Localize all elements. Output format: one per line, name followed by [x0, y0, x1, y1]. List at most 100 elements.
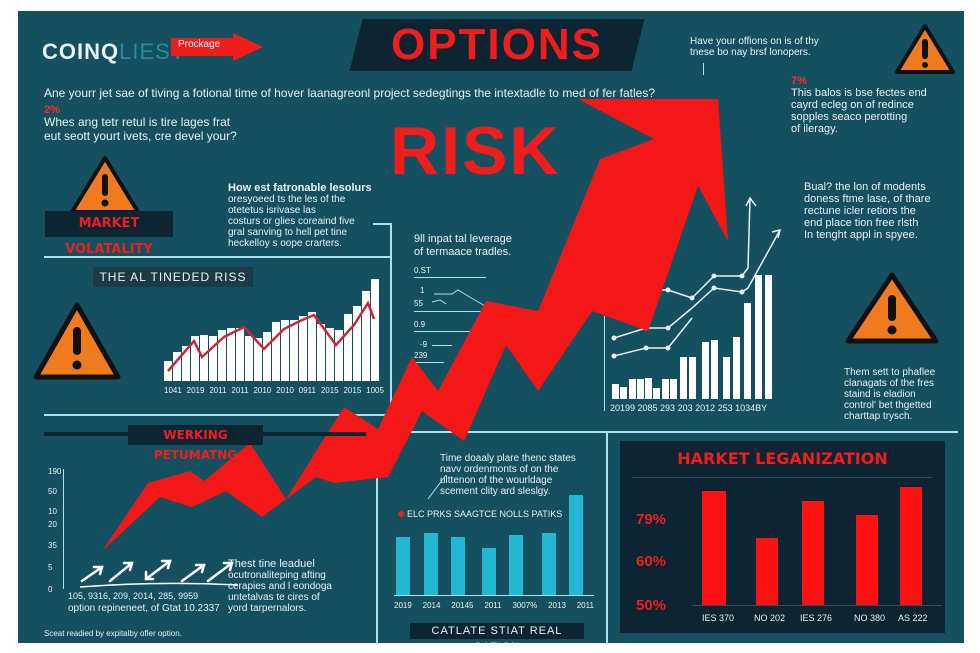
- note-line: Have your offions on is of thy: [690, 36, 819, 47]
- divider-horizontal: [44, 414, 392, 416]
- right-top-line: This balos is bse fectes end: [791, 87, 927, 99]
- bottom-left-line: Thest tine leaduel: [228, 558, 315, 570]
- bottom-center-legend: ELC PRKS SAAGTCE NOLLS PATIKS: [398, 509, 562, 519]
- bottom-center-line: navv ordenmonts of on the: [440, 464, 559, 475]
- y-tick: 5: [48, 563, 53, 572]
- right-mid-line: Bual? the lon of modents: [804, 181, 926, 193]
- divider-vertical: [390, 223, 392, 413]
- bottom-left-line: yord tarpernalors.: [228, 603, 307, 614]
- bottom-left-y-axis: 190 50 10 20 35 5 0: [48, 467, 88, 597]
- tick: 1: [420, 286, 425, 295]
- center-note-line: gral sanving to hell pet tine: [228, 227, 347, 238]
- x-tick: 2013: [548, 601, 566, 610]
- x-tick: 2015: [343, 386, 362, 395]
- x-tick: 2011: [231, 386, 249, 395]
- market-bar-chart: [692, 487, 932, 605]
- x-tick: 2019: [394, 601, 412, 610]
- y-tick: 20: [48, 520, 57, 529]
- chart1-x-axis: 1041 2019 2011 2011 2010 2010 0911 2015 2015 1005: [164, 386, 384, 395]
- cyan-chart-baseline: [394, 595, 594, 596]
- right-top-text: This balos is bse fectes end cayrd ecleg…: [791, 87, 927, 135]
- logo-main-text: COINQ: [42, 39, 120, 64]
- right-mid-line: end place tion free rlsth: [804, 217, 919, 229]
- chart1-bars: [164, 279, 382, 381]
- x-tick: IES 370: [702, 613, 735, 623]
- risk-heading: RISK: [390, 113, 561, 189]
- rising-arrow-graphic: [102, 99, 728, 551]
- x-tick: NO 202: [754, 613, 786, 623]
- y-tick: 79%: [636, 511, 667, 528]
- right-top-line: cayrd ecleg on of redince: [791, 99, 914, 111]
- bottom-center-line: scement clity ard sleslgy.: [440, 486, 551, 497]
- x-tick: 2011: [209, 386, 227, 395]
- divider-vertical: [606, 431, 608, 643]
- note-connector: [703, 63, 704, 75]
- bottom-center-banner: CATLATE STIAT REAL CATION: [410, 623, 584, 643]
- bottom-center-text: Time doaaly plare thenc states navv orde…: [440, 453, 576, 497]
- left-top-line: eut seott yourt ivets, cre devel your?: [44, 129, 237, 143]
- x-tick: 2019: [186, 386, 205, 395]
- leverage-line: 9ll inpat tal leverage: [414, 233, 512, 245]
- x-tick: 1005: [366, 386, 384, 395]
- intro-text: Ane yourr jet sae of tiving a fotional t…: [44, 86, 656, 100]
- center-note-line: How est fatronable lesolurs: [228, 182, 372, 194]
- y-tick: 60%: [636, 553, 667, 570]
- y-tick: 50%: [636, 597, 667, 614]
- x-tick: AS 222: [898, 613, 928, 623]
- bottom-left-line: cerapies and l eondoga: [228, 581, 332, 592]
- chart-axis: [604, 316, 605, 411]
- tick: 0.ST: [414, 266, 431, 275]
- x-tick: IES 276: [800, 613, 833, 623]
- x-tick: 2015: [320, 386, 339, 395]
- cyan-bar-chart: [394, 495, 586, 595]
- x-tick: 2011: [576, 601, 594, 610]
- center-note: How est fatronable lesolurs oresyoeed ts…: [228, 182, 372, 250]
- tick: 239: [414, 351, 428, 360]
- right-mid-line: clanagats of the fres: [844, 378, 935, 389]
- connector-line: [373, 223, 391, 225]
- x-tick: NO 380: [854, 613, 886, 623]
- divider-horizontal: [398, 431, 958, 433]
- y-tick: 190: [48, 467, 62, 476]
- legend-dot-icon: [398, 511, 404, 517]
- divider-vertical: [376, 431, 378, 643]
- left-top-text: Whes ang tetr retul is tire lages frat e…: [44, 115, 237, 143]
- bottom-left-x-axis: 105, 9316, 209, 2014, 285, 9959: [68, 591, 199, 601]
- leverage-text: 9ll inpat tal leverage of termaace tradl…: [414, 233, 512, 259]
- right-top-line: sopples seaco perotting: [791, 111, 908, 123]
- y-tick: 10: [48, 507, 57, 516]
- right-percent: 7%: [791, 75, 807, 87]
- divider-horizontal: [44, 256, 392, 258]
- warning-triangle-icon: [845, 272, 939, 344]
- x-tick: 20145: [451, 601, 474, 610]
- center-note-line: otetetus isrivase las: [228, 205, 316, 216]
- legend-label: ELC PRKS SAAGTCE NOLLS PATIKS: [407, 509, 563, 519]
- right-mid-line: rectune icler retiors the: [804, 205, 916, 217]
- leverage-line: of termaace tradles.: [414, 246, 512, 258]
- cyan-chart-x-axis: 2019 2014 20145 2011 3007% 2013 2011: [394, 601, 594, 610]
- right-mid-line: charttap trysch.: [844, 411, 913, 422]
- x-tick: 2010: [276, 386, 294, 395]
- right-mid-line: doness ftme lase, of thare: [804, 193, 931, 205]
- warning-triangle-icon: [895, 24, 955, 74]
- right-mid-text: Bual? the lon of modents doness ftme las…: [804, 181, 931, 241]
- market-title: HARKET LEGANIZATION: [677, 449, 888, 468]
- y-tick: 35: [48, 541, 57, 550]
- right-mid-line: staind is eladion: [844, 389, 916, 400]
- note-line: tnese bo nay brsf lonopers.: [690, 47, 811, 58]
- x-tick: 0911: [298, 386, 316, 395]
- line-bar-x-axis: 20199 2085 293 203 2012 253 1034BY: [610, 403, 768, 413]
- center-note-line: oresyoeed ts the les of the: [228, 194, 346, 205]
- logo-badge-text: Prockage: [178, 39, 221, 50]
- bottom-left-caption: option repineneet, of Gtat 10.2337: [68, 603, 220, 614]
- line-bar-chart: [610, 196, 782, 399]
- x-tick: 2014: [422, 601, 441, 610]
- warning-triangle-icon: [33, 302, 121, 380]
- right-mid-text2: Them sett to phaflee clanagats of the fr…: [844, 367, 935, 422]
- tick: -9: [420, 340, 428, 349]
- trend-arrows-icon: [79, 559, 238, 588]
- footer-text: Sceat readied by expitalby ofler option.: [44, 629, 182, 638]
- werking-petumatng-tag: WERKING PETUMATNG: [128, 425, 263, 462]
- center-note-line: costurs or glies coreaind five: [228, 216, 355, 227]
- x-tick: 2011: [484, 601, 502, 610]
